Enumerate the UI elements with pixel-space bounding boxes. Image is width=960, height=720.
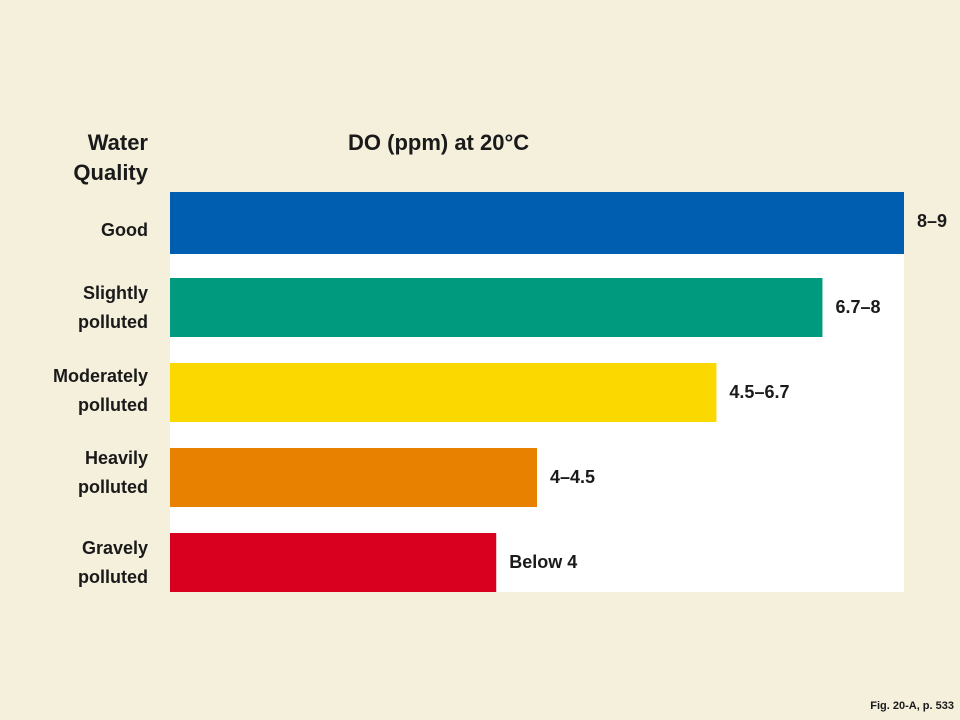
category-label-line: Good xyxy=(101,219,148,240)
category-label: Slightly polluted xyxy=(10,279,148,337)
figure-caption: Fig. 20-A, p. 533 xyxy=(870,700,954,712)
bar-value-label: 4–4.5 xyxy=(550,467,596,487)
bar-4 xyxy=(170,533,497,592)
chart-title: DO (ppm) at 20°C xyxy=(348,130,530,155)
category-label-line: Slightly xyxy=(82,283,148,303)
category-label-line: polluted xyxy=(78,477,148,497)
bar-3 xyxy=(170,448,537,507)
bars xyxy=(170,192,904,592)
category-label: Gravely polluted xyxy=(10,534,148,592)
category-label: Moderately polluted xyxy=(10,362,148,420)
bar-2 xyxy=(170,363,717,422)
category-label: Good xyxy=(10,216,148,245)
bar-value-label: 6.7–8 xyxy=(835,297,881,317)
category-heading-line: Water xyxy=(87,130,148,155)
category-heading: Water Quality xyxy=(40,128,148,188)
category-label-line: Gravely xyxy=(81,538,148,558)
category-label: Heavily polluted xyxy=(10,444,148,502)
category-label-line: polluted xyxy=(78,395,148,415)
bar-value-label: 4.5–6.7 xyxy=(729,382,790,402)
category-label-line: Heavily xyxy=(84,448,148,468)
bar-value-label: 8–9 xyxy=(917,211,948,231)
category-label-line: polluted xyxy=(78,312,148,332)
bar-0 xyxy=(170,192,904,254)
category-heading-line: Quality xyxy=(73,160,148,185)
bar-1 xyxy=(170,278,823,337)
category-label-line: Moderately xyxy=(52,366,148,386)
category-label-line: polluted xyxy=(78,567,148,587)
bar-value-label: Below 4 xyxy=(509,552,578,572)
